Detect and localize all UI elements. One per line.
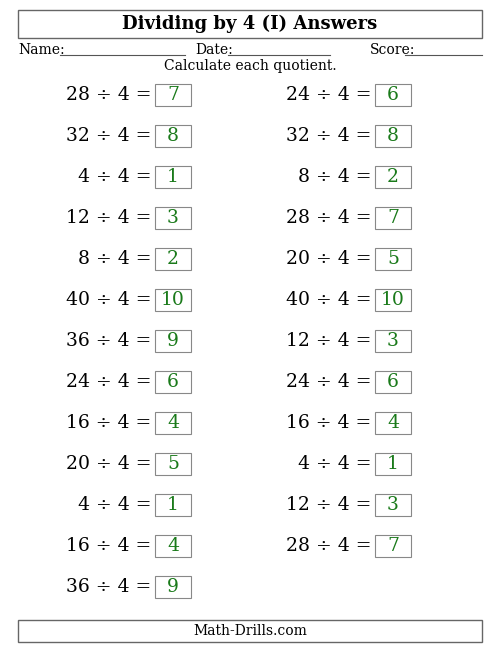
Text: 6: 6 bbox=[387, 373, 399, 391]
Text: 24 ÷ 4 =: 24 ÷ 4 = bbox=[66, 373, 151, 391]
Text: Date:: Date: bbox=[195, 43, 233, 57]
Text: 16 ÷ 4 =: 16 ÷ 4 = bbox=[286, 414, 371, 432]
FancyBboxPatch shape bbox=[155, 207, 191, 229]
FancyBboxPatch shape bbox=[375, 84, 411, 106]
FancyBboxPatch shape bbox=[155, 576, 191, 598]
FancyBboxPatch shape bbox=[375, 248, 411, 270]
Text: 4 ÷ 4 =: 4 ÷ 4 = bbox=[298, 455, 371, 473]
Text: 32 ÷ 4 =: 32 ÷ 4 = bbox=[66, 127, 151, 145]
Text: 6: 6 bbox=[387, 86, 399, 104]
FancyBboxPatch shape bbox=[375, 330, 411, 352]
Text: 4: 4 bbox=[167, 414, 179, 432]
Text: 6: 6 bbox=[167, 373, 179, 391]
Text: 5: 5 bbox=[167, 455, 179, 473]
FancyBboxPatch shape bbox=[155, 248, 191, 270]
Text: 24 ÷ 4 =: 24 ÷ 4 = bbox=[286, 373, 371, 391]
Text: Dividing by 4 (I) Answers: Dividing by 4 (I) Answers bbox=[122, 15, 378, 33]
FancyBboxPatch shape bbox=[375, 535, 411, 557]
FancyBboxPatch shape bbox=[155, 289, 191, 311]
Text: 32 ÷ 4 =: 32 ÷ 4 = bbox=[286, 127, 371, 145]
Text: 28 ÷ 4 =: 28 ÷ 4 = bbox=[66, 86, 151, 104]
Text: 12 ÷ 4 =: 12 ÷ 4 = bbox=[286, 332, 371, 350]
FancyBboxPatch shape bbox=[155, 330, 191, 352]
Text: 36 ÷ 4 =: 36 ÷ 4 = bbox=[66, 332, 151, 350]
FancyBboxPatch shape bbox=[155, 166, 191, 188]
Text: 1: 1 bbox=[167, 496, 179, 514]
FancyBboxPatch shape bbox=[375, 166, 411, 188]
Text: 12 ÷ 4 =: 12 ÷ 4 = bbox=[66, 209, 151, 227]
FancyBboxPatch shape bbox=[375, 494, 411, 516]
Text: 2: 2 bbox=[387, 168, 399, 186]
FancyBboxPatch shape bbox=[375, 125, 411, 147]
FancyBboxPatch shape bbox=[375, 412, 411, 434]
Text: 2: 2 bbox=[167, 250, 179, 268]
FancyBboxPatch shape bbox=[155, 84, 191, 106]
Text: 24 ÷ 4 =: 24 ÷ 4 = bbox=[286, 86, 371, 104]
Text: 20 ÷ 4 =: 20 ÷ 4 = bbox=[66, 455, 151, 473]
Text: 20 ÷ 4 =: 20 ÷ 4 = bbox=[286, 250, 371, 268]
Text: 40 ÷ 4 =: 40 ÷ 4 = bbox=[286, 291, 371, 309]
Text: Math-Drills.com: Math-Drills.com bbox=[193, 624, 307, 638]
Text: 12 ÷ 4 =: 12 ÷ 4 = bbox=[286, 496, 371, 514]
Text: 8: 8 bbox=[387, 127, 399, 145]
Text: 5: 5 bbox=[387, 250, 399, 268]
FancyBboxPatch shape bbox=[18, 620, 482, 642]
Text: 7: 7 bbox=[387, 537, 399, 555]
Text: 4: 4 bbox=[167, 537, 179, 555]
Text: 1: 1 bbox=[387, 455, 399, 473]
Text: 16 ÷ 4 =: 16 ÷ 4 = bbox=[66, 414, 151, 432]
FancyBboxPatch shape bbox=[375, 371, 411, 393]
Text: 8 ÷ 4 =: 8 ÷ 4 = bbox=[298, 168, 371, 186]
Text: 4 ÷ 4 =: 4 ÷ 4 = bbox=[78, 496, 151, 514]
Text: 3: 3 bbox=[387, 496, 399, 514]
FancyBboxPatch shape bbox=[155, 494, 191, 516]
FancyBboxPatch shape bbox=[155, 371, 191, 393]
Text: 4 ÷ 4 =: 4 ÷ 4 = bbox=[78, 168, 151, 186]
Text: 3: 3 bbox=[387, 332, 399, 350]
Text: 4: 4 bbox=[387, 414, 399, 432]
Text: Score:: Score: bbox=[370, 43, 416, 57]
Text: 3: 3 bbox=[167, 209, 179, 227]
Text: 28 ÷ 4 =: 28 ÷ 4 = bbox=[286, 209, 371, 227]
Text: 40 ÷ 4 =: 40 ÷ 4 = bbox=[66, 291, 151, 309]
FancyBboxPatch shape bbox=[375, 289, 411, 311]
FancyBboxPatch shape bbox=[155, 453, 191, 475]
FancyBboxPatch shape bbox=[375, 207, 411, 229]
Text: Name:: Name: bbox=[18, 43, 64, 57]
Text: 28 ÷ 4 =: 28 ÷ 4 = bbox=[286, 537, 371, 555]
Text: 7: 7 bbox=[167, 86, 179, 104]
FancyBboxPatch shape bbox=[155, 412, 191, 434]
Text: 10: 10 bbox=[381, 291, 405, 309]
Text: Calculate each quotient.: Calculate each quotient. bbox=[164, 59, 336, 73]
Text: 8: 8 bbox=[167, 127, 179, 145]
FancyBboxPatch shape bbox=[155, 125, 191, 147]
Text: 9: 9 bbox=[167, 578, 179, 596]
FancyBboxPatch shape bbox=[375, 453, 411, 475]
FancyBboxPatch shape bbox=[155, 535, 191, 557]
Text: 7: 7 bbox=[387, 209, 399, 227]
Text: 8 ÷ 4 =: 8 ÷ 4 = bbox=[78, 250, 151, 268]
Text: 36 ÷ 4 =: 36 ÷ 4 = bbox=[66, 578, 151, 596]
Text: 16 ÷ 4 =: 16 ÷ 4 = bbox=[66, 537, 151, 555]
Text: 9: 9 bbox=[167, 332, 179, 350]
Text: 1: 1 bbox=[167, 168, 179, 186]
Text: 10: 10 bbox=[161, 291, 185, 309]
FancyBboxPatch shape bbox=[18, 10, 482, 38]
